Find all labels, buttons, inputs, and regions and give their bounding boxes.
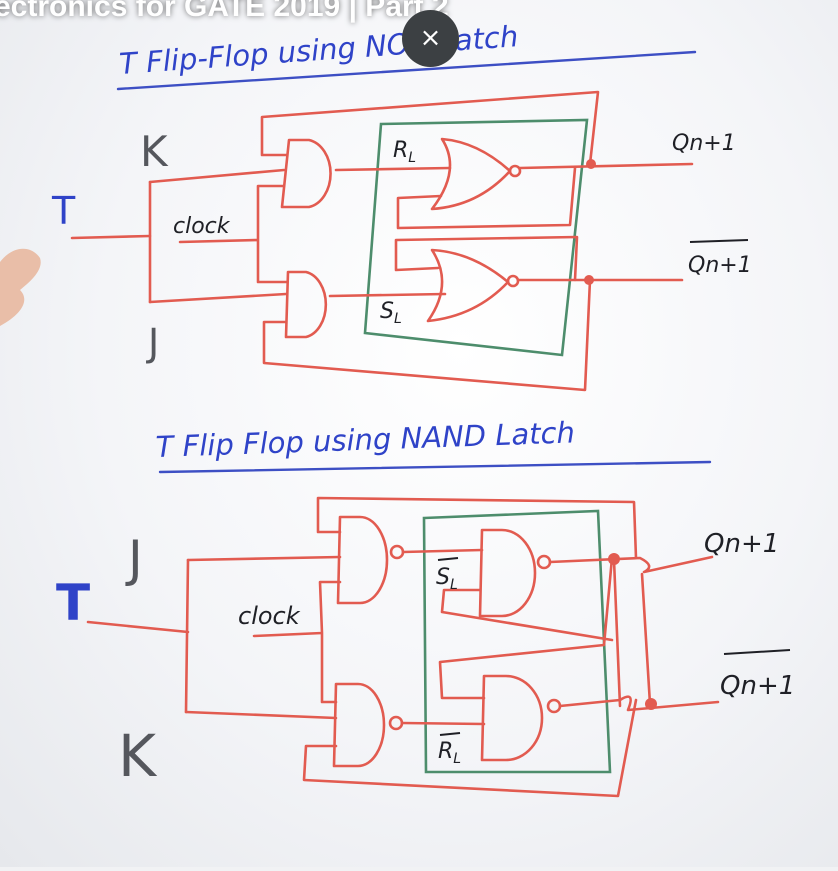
nand-title-underline [158,460,712,474]
nor-t-input-wire [70,234,152,240]
nor-diagram-title: T Flip-Flop using NOR Latch [118,19,519,81]
nor-and-gate-top [280,138,332,209]
nand-q-output-label: Qn+1 [704,529,779,559]
nand-latch-gate-bottom-bubble [546,698,562,714]
close-button[interactable]: × [402,10,459,67]
nor-clock-wire [178,184,289,284]
nor-cross-top [396,166,577,230]
nand-t-to-gate-bottom [184,710,338,720]
nor-j-input-label: J [146,321,159,365]
nand-input-gate-top [336,515,389,605]
nand-k-input-label: K [118,722,158,790]
video-title: ectronics for GATE 2019 | Part 2 [0,0,449,23]
nor-qbar-overbar [689,239,749,243]
nor-gate-bottom [426,248,510,323]
nand-set-overbar [437,557,459,561]
presenter-hand [0,248,41,326]
nand-j-input-label: J [125,530,143,588]
nor-latch-box [363,118,589,357]
nor-junction-qbar [584,275,594,285]
nand-latch-gate-bottom [480,674,544,762]
nor-set-label: SL [380,299,402,327]
nor-feedback-q [260,90,600,166]
nand-input-gate-bottom-bubble [388,715,404,731]
nand-cross-top [438,556,614,700]
nor-t-input-label: T [51,189,76,233]
nand-gate-bottom-out [400,721,486,726]
close-icon: × [419,23,442,53]
nor-t-to-and-bottom [148,292,288,304]
nor-cross-bottom [394,235,579,282]
nor-and-top-out [334,166,452,172]
nor-qbar-output-label: Qn+1 [688,253,752,278]
nand-t-input-wire [86,620,190,634]
nand-gate-top-out [401,548,484,554]
nand-cross-bottom [440,572,652,706]
nand-feedback-bottom [302,698,638,798]
nand-diagram-title: T Flip Flop using NAND Latch [155,415,575,464]
nor-flipflop-diagram: T Flip-Flop using NOR Latch T K J clock [51,19,752,392]
nand-clock-wire [252,580,342,704]
nand-latch-gate-top-bubble [536,554,552,570]
nand-t-split-wire [184,558,190,714]
nand-latch-gate-top [478,528,537,618]
nand-qbar-overbar [723,649,791,655]
nand-t-to-gate-top [186,555,342,562]
nand-flipflop-diagram: T Flip Flop using NAND Latch T J [56,415,795,798]
nand-clock-label: clock [238,602,301,630]
nand-out-q [548,555,714,574]
nand-input-gate-top-bubble [389,544,405,560]
nand-reset-overbar [439,732,461,736]
nand-junction-qbar [645,698,657,710]
nand-qbar-output-label: Qn+1 [720,671,795,701]
nand-reset-label: RL [438,739,461,767]
nand-junction-q [608,553,620,565]
nand-q-to-bottom [612,558,622,708]
nor-and-bottom-out [328,292,447,298]
nor-out-q [518,162,694,170]
nor-gate-top-bubble [508,164,522,178]
nand-t-input-label: T [56,574,90,632]
nand-latch-box [422,509,612,774]
nand-out-qbar [558,695,720,712]
nor-and-gate-bottom [284,270,328,339]
nor-reset-label: RL [393,138,416,166]
nand-set-label: SL [436,565,458,593]
nor-k-input-label: K [140,127,169,176]
nor-gate-bottom-bubble [506,274,520,288]
nor-feedback-qbar [262,278,592,392]
nor-clock-label: clock [173,214,231,239]
nor-t-to-and-top [148,168,286,184]
nand-input-gate-bottom [332,682,386,768]
nor-junction-q [586,159,596,169]
nand-feedback-top [316,496,638,560]
nor-title-underline [116,50,697,91]
nor-gate-top [430,137,512,211]
nor-q-output-label: Qn+1 [672,131,736,156]
